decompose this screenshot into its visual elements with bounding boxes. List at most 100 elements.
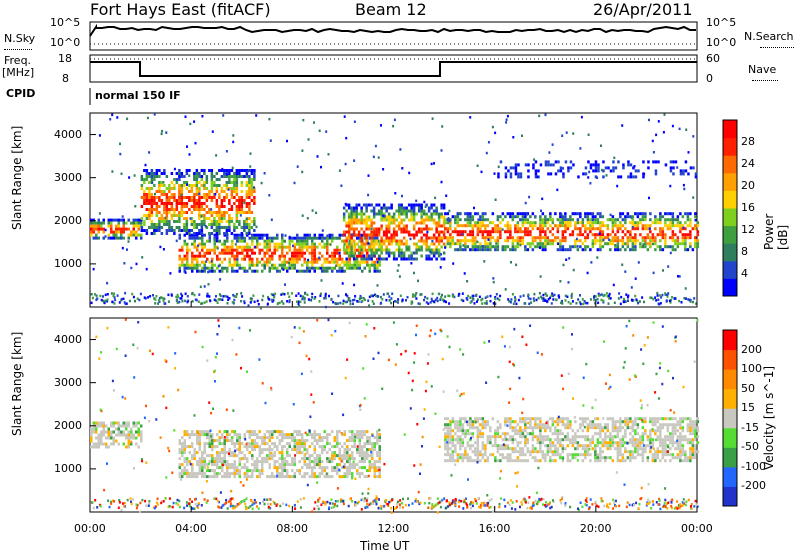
data-cell — [95, 442, 98, 446]
data-cell — [188, 445, 191, 449]
data-cell — [296, 430, 299, 434]
data-cell — [579, 233, 582, 237]
data-cell — [243, 466, 246, 470]
data-cell — [253, 236, 256, 240]
scatter-cell — [335, 264, 338, 267]
data-cell — [599, 215, 602, 219]
ground-cell — [218, 293, 221, 296]
data-cell — [170, 193, 174, 196]
data-cell — [484, 212, 487, 216]
data-cell — [454, 230, 457, 234]
data-cell — [446, 453, 450, 457]
ground-cell — [461, 292, 464, 295]
data-cell — [343, 260, 346, 264]
data-cell — [245, 175, 249, 178]
data-cell — [218, 169, 221, 172]
data-cell — [153, 232, 156, 235]
data-cell — [326, 475, 329, 479]
data-cell — [238, 172, 241, 175]
ground-cell — [441, 298, 444, 301]
data-cell — [336, 260, 339, 264]
data-cell — [288, 463, 291, 467]
ground-cell — [177, 295, 180, 299]
data-cell — [541, 230, 545, 234]
data-cell — [363, 460, 366, 464]
data-cell — [283, 463, 286, 467]
data-cell — [444, 441, 447, 445]
data-cell — [226, 436, 229, 440]
data-cell — [130, 221, 133, 225]
data-cell — [459, 456, 462, 460]
data-cell — [644, 245, 647, 249]
data-cell — [223, 266, 226, 270]
data-cell — [676, 218, 680, 222]
data-cell — [544, 453, 547, 457]
data-cell — [308, 266, 311, 270]
data-cell — [514, 459, 517, 463]
data-cell — [669, 166, 673, 170]
data-cell — [373, 442, 376, 446]
data-cell — [191, 263, 194, 267]
data-cell — [286, 245, 289, 249]
ground-cell — [232, 302, 235, 305]
data-cell — [291, 469, 294, 473]
data-cell — [519, 212, 522, 216]
data-cell — [539, 438, 542, 442]
data-cell — [529, 233, 532, 237]
data-cell — [606, 227, 610, 231]
data-cell — [236, 254, 239, 258]
data-cell — [464, 420, 467, 424]
data-cell — [375, 248, 378, 252]
ground-cell — [306, 293, 309, 297]
data-cell — [273, 263, 276, 267]
data-cell — [481, 212, 485, 216]
data-cell — [357, 230, 361, 234]
data-cell — [213, 263, 216, 267]
data-cell — [471, 227, 475, 231]
data-cell — [220, 202, 224, 205]
scatter-cell — [447, 217, 450, 220]
data-cell — [338, 269, 341, 273]
data-cell — [622, 166, 625, 170]
ground-cell — [426, 297, 429, 300]
data-cell — [519, 417, 522, 421]
data-cell — [271, 257, 274, 261]
data-cell — [100, 439, 103, 443]
data-cell — [358, 260, 361, 264]
data-cell — [569, 438, 572, 442]
data-cell — [218, 454, 221, 458]
data-cell — [353, 466, 356, 470]
data-cell — [215, 190, 219, 193]
ground-cell — [688, 298, 691, 302]
data-cell — [165, 223, 169, 226]
data-cell — [261, 463, 264, 467]
data-cell — [681, 242, 685, 246]
data-cell — [201, 248, 204, 252]
data-cell — [175, 214, 179, 217]
data-cell — [326, 436, 329, 440]
data-cell — [534, 169, 538, 173]
data-cell — [236, 448, 239, 452]
data-cell — [516, 456, 520, 460]
data-cell — [148, 226, 151, 229]
data-cell — [442, 215, 446, 219]
data-cell — [356, 236, 359, 240]
scatter-cell — [448, 220, 451, 223]
data-cell — [358, 236, 361, 240]
data-cell — [140, 226, 144, 229]
scatter-cell — [231, 166, 234, 170]
data-cell — [609, 239, 612, 243]
data-cell — [591, 242, 595, 246]
data-cell — [654, 169, 658, 173]
data-cell — [589, 221, 592, 225]
data-cell — [301, 239, 304, 243]
data-cell — [579, 239, 582, 243]
data-cell — [240, 175, 244, 178]
data-cell — [306, 242, 309, 246]
data-cell — [519, 447, 522, 451]
data-cell — [430, 248, 433, 252]
data-cell — [511, 248, 515, 252]
data-cell — [185, 223, 189, 226]
data-cell — [160, 190, 164, 193]
data-cell — [506, 417, 510, 421]
